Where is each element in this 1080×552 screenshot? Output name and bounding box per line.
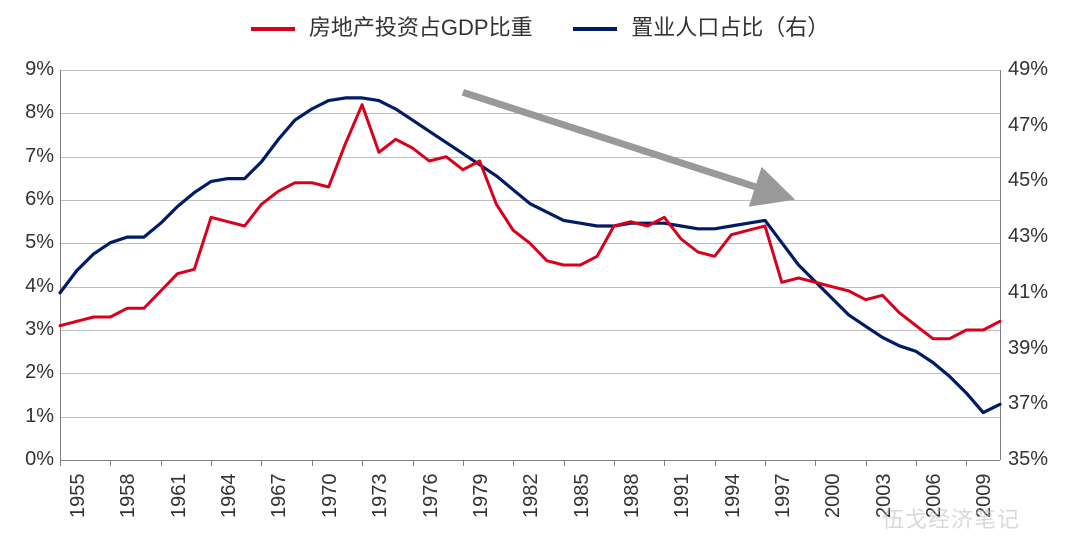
trend-arrow bbox=[463, 92, 782, 195]
line-blue bbox=[60, 98, 1000, 413]
plot-area bbox=[0, 0, 1080, 552]
line-red bbox=[60, 105, 1000, 339]
chart-container: 房地产投资占GDP比重 置业人口占比（右） 0%1%2%3%4%5%6%7%8%… bbox=[0, 0, 1080, 552]
